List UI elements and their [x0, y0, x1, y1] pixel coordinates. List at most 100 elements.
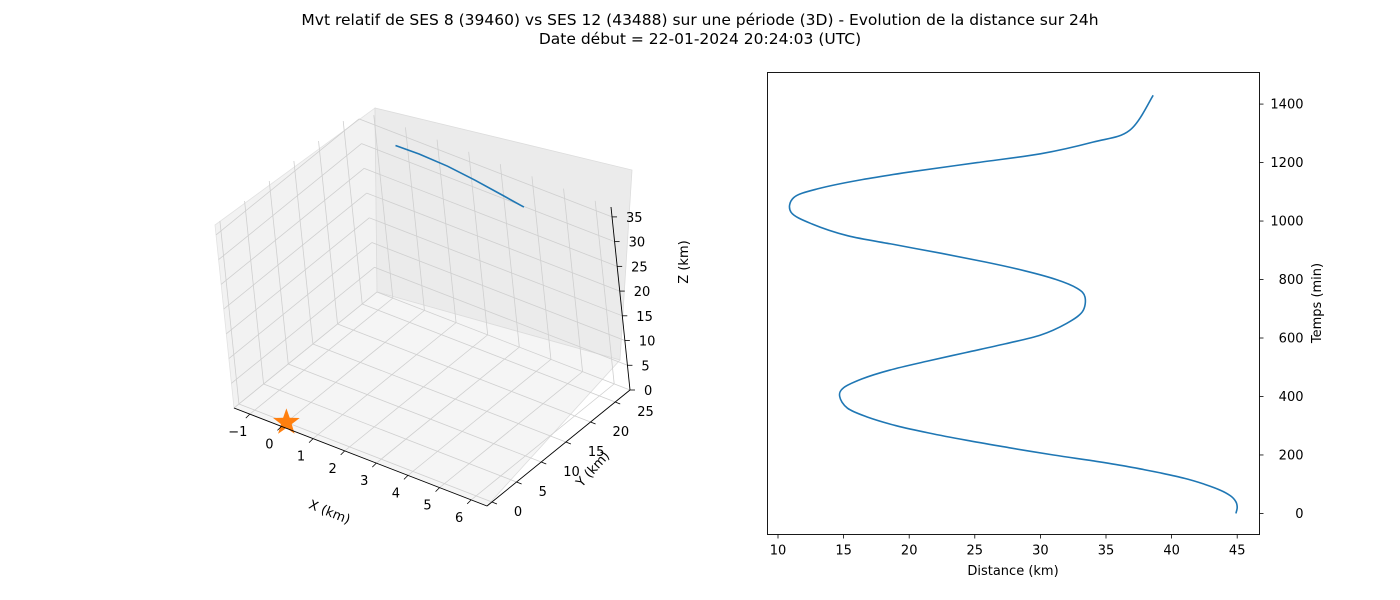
x-axis-label: Distance (km)	[967, 564, 1058, 579]
grid-line	[369, 217, 623, 317]
grid-line	[219, 220, 240, 405]
grid-line	[436, 139, 457, 323]
x-tick-label: 15	[835, 544, 852, 559]
x-tick-label-3d: 5	[423, 499, 431, 514]
y-tick-label-3d: 25	[637, 405, 654, 420]
x-tick-label: 30	[1032, 544, 1049, 559]
grid-line	[439, 371, 583, 488]
grid-line	[376, 346, 520, 464]
x-tick-label: 40	[1163, 544, 1180, 559]
grid-line	[344, 334, 488, 452]
grid-line	[376, 291, 631, 391]
grid-line	[362, 303, 616, 403]
grid-line	[220, 168, 365, 285]
z-tick-label-3d: 30	[629, 236, 646, 251]
y-axis-line-3d	[486, 389, 631, 507]
grid-line	[231, 266, 375, 384]
y-tick-label: 200	[1279, 448, 1304, 463]
z-tick-label-3d: 15	[636, 310, 653, 325]
grid-line	[405, 127, 425, 311]
grid-line	[244, 200, 264, 385]
y-tick-label-3d: 0	[514, 505, 522, 520]
y-tick-label: 400	[1279, 390, 1304, 405]
x-tick-label-3d: 6	[455, 511, 463, 526]
x-tick-label-3d: 4	[392, 486, 400, 501]
grid-line	[366, 192, 620, 292]
y-tick-label-3d: 5	[539, 485, 547, 500]
grid-line	[371, 242, 626, 341]
grid-line	[226, 217, 370, 335]
y-tick-mark-3d	[516, 481, 522, 485]
z-axis-label-3d: Z (km)	[677, 240, 692, 283]
x-tick-mark-3d	[308, 438, 314, 443]
grid-line	[563, 188, 583, 372]
trajectory-3d-plot: −1 0 1 2 3 4 5 6 0 5 10 15 20 25 0 5 10 15 20 25 30 35 X (km)…	[214, 107, 692, 528]
grid-line	[268, 180, 289, 365]
grid-line	[594, 200, 615, 384]
z-axis-line-3d	[610, 206, 631, 391]
grid-line	[263, 383, 517, 483]
grid-line	[373, 115, 394, 299]
grid-line	[470, 383, 615, 501]
plot-frame	[767, 72, 1260, 535]
grid-line	[361, 143, 615, 242]
grid-3d	[215, 115, 631, 503]
z-tick-label-3d: 25	[631, 260, 648, 275]
origin-star-marker	[273, 408, 300, 434]
figure-title-line1: Mvt relatif de SES 8 (39460) vs SES 12 (…	[301, 11, 1098, 29]
y-tick-mark-3d	[615, 401, 621, 405]
y-tick-label-3d: 15	[588, 445, 605, 460]
grid-line	[233, 291, 378, 409]
grid-line	[223, 192, 367, 310]
y-tick-label-3d: 10	[563, 465, 580, 480]
figure-title-line2: Date début = 22-01-2024 20:24:03 (UTC)	[539, 30, 861, 48]
x-tick-label-3d: 1	[297, 450, 305, 465]
x-tick-label: 25	[967, 544, 984, 559]
x-tick-label: 35	[1098, 544, 1115, 559]
y-tick-label: 0	[1295, 507, 1303, 522]
x-tick-label-3d: −1	[228, 425, 247, 440]
y-tick-mark-3d	[491, 501, 498, 505]
x-tick-label-3d: 2	[329, 462, 337, 477]
x-tick-label-3d: 3	[360, 474, 368, 489]
trajectory-3d-line	[395, 144, 525, 208]
x-tick-label: 45	[1229, 544, 1246, 559]
grid-line	[312, 322, 457, 439]
y-tick-label: 800	[1279, 273, 1304, 288]
x-tick-mark-3d	[277, 426, 282, 431]
grid-line	[249, 297, 394, 415]
z-tick-label-3d: 35	[626, 211, 643, 226]
grid-line	[215, 118, 360, 236]
y-tick-label: 1000	[1270, 215, 1303, 230]
distance-series-line	[788, 94, 1239, 514]
x-tick-mark-3d	[245, 413, 251, 419]
z-tick-label-3d: 0	[644, 384, 652, 399]
x-tick-mark-3d	[372, 462, 377, 468]
grid-line	[468, 151, 489, 335]
y-axis-ticks: 0 200 400 600 800 1000 1200 1400	[1259, 98, 1304, 522]
x-tick-mark-3d	[435, 487, 440, 492]
grid-line	[342, 120, 363, 305]
y-tick-label: 1200	[1270, 156, 1303, 171]
grid-line	[499, 164, 520, 348]
grid-line	[228, 242, 373, 359]
x-axis-ticks: 10 15 20 25 30 35 40 45	[770, 534, 1246, 559]
grid-line	[337, 323, 591, 423]
y-tick-label: 600	[1279, 332, 1304, 347]
x-tick-label: 10	[770, 544, 787, 559]
z-tick-label-3d: 20	[634, 285, 651, 300]
x-tick-mark-3d	[466, 499, 472, 505]
z-tick-label-3d: 10	[639, 335, 656, 350]
x-axis-label-3d: X (km)	[306, 498, 352, 528]
grid-line	[218, 143, 362, 260]
y-tick-mark-3d	[590, 421, 596, 425]
grid-line	[312, 343, 567, 443]
x-tick-mark-3d	[340, 450, 345, 456]
z-tick-label-3d: 5	[641, 359, 649, 374]
y-tick-mark-3d	[565, 441, 572, 445]
grid-line	[531, 176, 552, 360]
x-tick-label: 20	[901, 544, 918, 559]
y-tick-label: 1400	[1270, 98, 1303, 113]
x-axis-line-3d	[233, 407, 488, 507]
